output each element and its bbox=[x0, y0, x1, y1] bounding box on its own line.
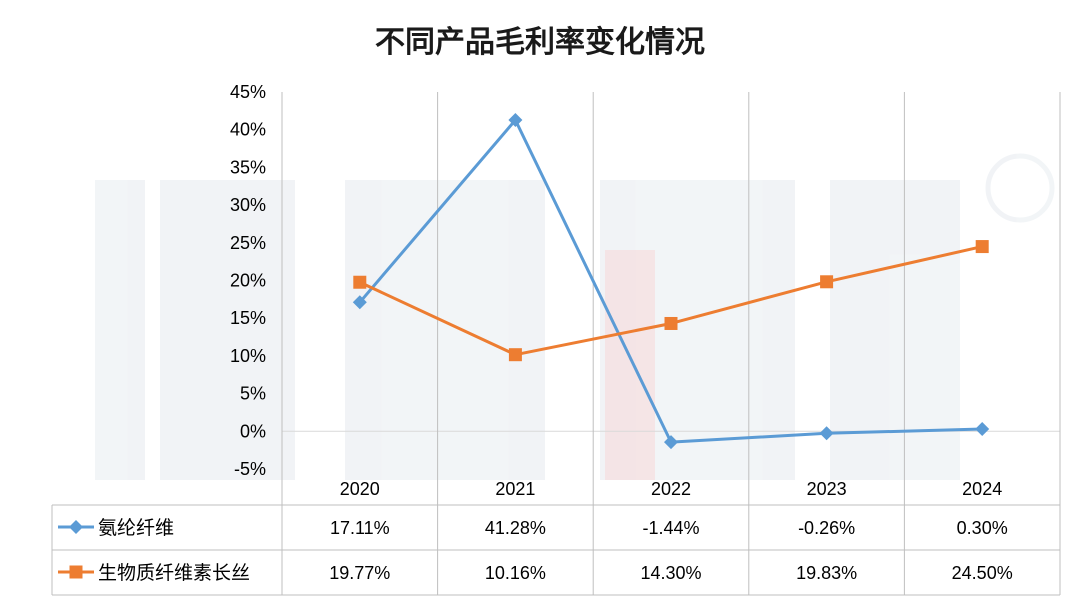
legend-key-marker bbox=[69, 565, 83, 579]
y-tick-label: 30% bbox=[230, 195, 266, 215]
x-tick-label: 2021 bbox=[495, 479, 535, 499]
data-point bbox=[508, 348, 522, 362]
data-point bbox=[664, 316, 678, 330]
data-label: 14.30% bbox=[640, 563, 701, 583]
data-label: 10.16% bbox=[485, 563, 546, 583]
series-name: 氨纶纤维 bbox=[98, 517, 174, 539]
data-point bbox=[352, 295, 367, 310]
x-tick-label: 2020 bbox=[340, 479, 380, 499]
data-label: 0.30% bbox=[957, 518, 1008, 538]
series-layer bbox=[352, 113, 990, 450]
legend-key-marker bbox=[69, 520, 83, 534]
y-axis: -5% 0% 5% 10% 15% 20% 25% 30% 35% 40% 45% bbox=[230, 82, 1060, 479]
x-tick-label: 2022 bbox=[651, 479, 691, 499]
x-tick-label: 2024 bbox=[962, 479, 1002, 499]
y-tick-label: 45% bbox=[230, 82, 266, 102]
y-tick-label: 5% bbox=[240, 384, 266, 404]
data-point bbox=[353, 275, 367, 289]
x-tick-label: 2023 bbox=[807, 479, 847, 499]
series-2 bbox=[353, 240, 989, 362]
legend-key bbox=[58, 565, 94, 579]
y-tick-label: -5% bbox=[234, 459, 266, 479]
data-point bbox=[820, 275, 834, 289]
data-point bbox=[975, 422, 990, 437]
watermark-accent bbox=[605, 250, 655, 480]
data-label: 19.77% bbox=[329, 563, 390, 583]
y-tick-label: 25% bbox=[230, 233, 266, 253]
data-label: 24.50% bbox=[952, 563, 1013, 583]
data-label: -0.26% bbox=[798, 518, 855, 538]
x-axis: 2020 2021 2022 2023 2024 bbox=[340, 479, 1002, 499]
y-tick-label: 35% bbox=[230, 157, 266, 177]
legend-key bbox=[58, 520, 94, 534]
y-tick-label: 15% bbox=[230, 308, 266, 328]
data-point bbox=[819, 426, 834, 441]
category-gridlines bbox=[281, 92, 1061, 595]
y-tick-label: 10% bbox=[230, 346, 266, 366]
y-tick-label: 0% bbox=[240, 421, 266, 441]
chart-title: 不同产品毛利率变化情况 bbox=[375, 25, 705, 60]
data-table: 氨纶纤维 17.11% 41.28% -1.44% -0.26% 0.30% 生物质纤维素长… bbox=[51, 504, 1060, 596]
data-label: 41.28% bbox=[485, 518, 546, 538]
y-tick-label: 20% bbox=[230, 271, 266, 291]
data-point bbox=[975, 240, 989, 254]
data-point bbox=[664, 435, 678, 450]
data-label: -1.44% bbox=[642, 518, 699, 538]
data-label: 19.83% bbox=[796, 563, 857, 583]
data-point bbox=[508, 113, 523, 128]
y-tick-label: 40% bbox=[230, 120, 266, 140]
series-1 bbox=[352, 113, 990, 450]
series-name: 生物质纤维素长丝 bbox=[98, 562, 250, 584]
data-label: 17.11% bbox=[330, 518, 390, 538]
